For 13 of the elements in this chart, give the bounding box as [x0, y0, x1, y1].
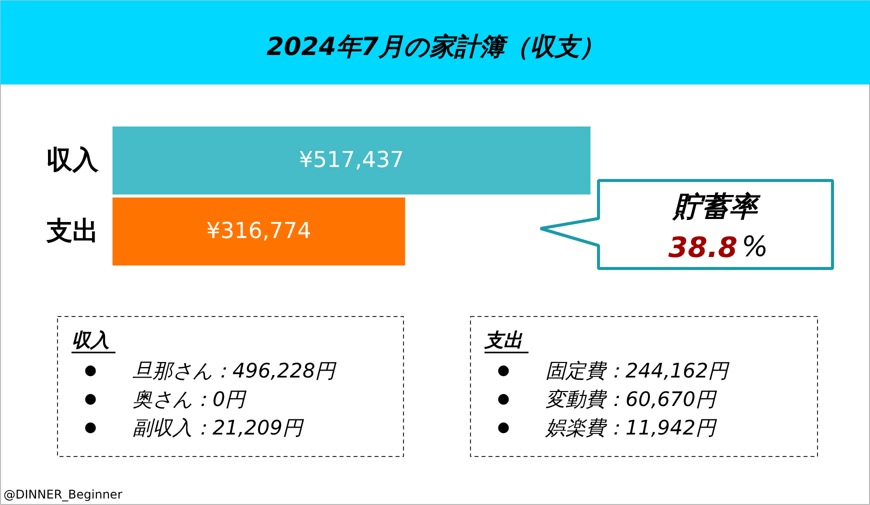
text: ●奥さん：0円	[84, 387, 246, 411]
text: 支出	[484, 330, 524, 352]
text: ●旦那さん：496,228円	[84, 358, 336, 382]
text: ●娯楽費：11,942円	[497, 416, 716, 440]
data-label: ¥316,774	[206, 219, 312, 244]
text: ●固定費：244,162円	[497, 358, 728, 382]
text: ●変動費：60,670円	[497, 387, 716, 411]
text: 38.8%	[668, 230, 768, 264]
chart-title: 2024年7月の家計簿（収支）	[266, 32, 604, 61]
text: 貯蓄率	[672, 190, 762, 223]
text: ●副収入：21,209円	[84, 416, 302, 440]
text: @DINNER_Beginner	[4, 488, 122, 502]
data-label: ¥517,437	[299, 148, 404, 173]
